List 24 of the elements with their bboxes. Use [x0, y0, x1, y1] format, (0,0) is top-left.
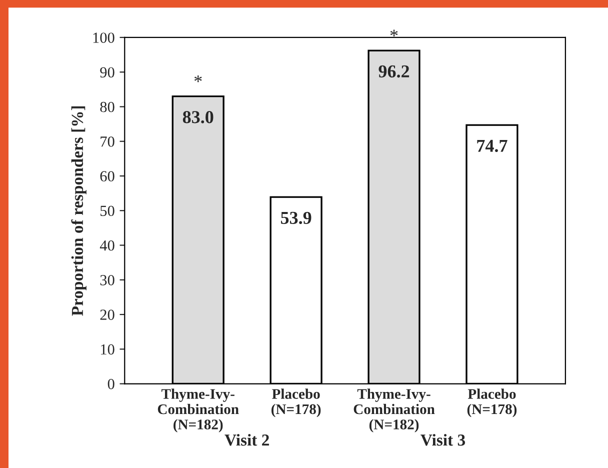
x-tick-label: Placebo (N=178): [467, 388, 517, 418]
y-tick-label: 40: [100, 240, 114, 251]
y-tick-label: 20: [100, 310, 114, 320]
y-tick-label: 80: [100, 102, 114, 112]
x-tick-label: Placebo (N=178): [271, 388, 321, 418]
y-axis-title: Proportion of responders [%]: [71, 106, 86, 316]
y-tick-label: 60: [100, 171, 114, 182]
y-tick-label: 70: [100, 136, 114, 147]
x-tick-label: Thyme-Ivy- Combination (N=182): [158, 388, 239, 432]
data-label: 53.9: [280, 212, 312, 224]
y-tick-label: 100: [93, 32, 114, 43]
y-tick-label: 30: [100, 275, 114, 286]
text: Visit 3: [420, 434, 466, 446]
data-label: 74.7: [477, 140, 508, 152]
annotation: *: [194, 75, 202, 82]
y-tick-label: 0: [108, 378, 114, 390]
y-tick-label: 90: [100, 67, 114, 78]
text: *: [390, 30, 398, 36]
data-label: 96.2: [378, 65, 410, 78]
text: Visit 2: [224, 434, 269, 446]
y-tick-label: 10: [100, 344, 114, 355]
y-tick-label: 50: [100, 206, 114, 216]
x-tick-label: Thyme-Ivy- Combination (N=182): [354, 388, 435, 432]
data-label: 83.0: [182, 111, 214, 124]
